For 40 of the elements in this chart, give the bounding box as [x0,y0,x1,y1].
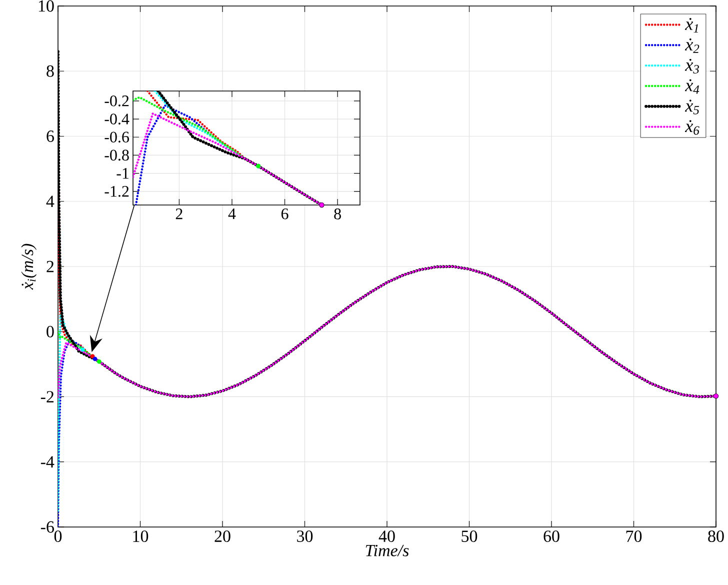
y-axis-title: ẋ$_{i}$(m/s) [21,244,37,290]
x-tick-label: 10 [133,530,148,542]
point [90,354,95,359]
y-tick-label: 2 [46,260,54,272]
legend-label: ẋ$_{3}$ [684,58,699,74]
y-tick-label: -1.2 [104,186,129,197]
x-tick-label: 50 [462,530,478,542]
y-tick-label: 8 [46,65,54,77]
legend-label: ẋ$_{2}$ [684,38,700,53]
y-tick-label: -0.4 [104,114,130,124]
y-tick-label: 6 [46,130,54,142]
x-tick-label: 70 [626,530,642,542]
x-tick-label: 2 [176,208,182,220]
x-tick-label: 40 [378,530,395,542]
y-tick-label: -0.2 [104,96,129,106]
x-tick-label: 8 [334,208,341,220]
y-tick-label: -0.8 [104,150,129,161]
y-tick-label: -1 [116,168,129,179]
x-tick-label: 4 [228,208,236,220]
x-tick-label: 20 [214,530,230,542]
y-tick-label: -4 [40,456,54,468]
y-tick-label: 10 [38,0,54,12]
legend-label: ẋ$_{1}$ [684,18,698,33]
x-tick-label: 60 [544,530,560,542]
y-tick-label: 4 [46,196,54,207]
y-tick-label: -2 [40,391,54,402]
x-tick-label: 30 [297,530,313,542]
point [96,359,102,364]
point [92,356,98,362]
x-axis-title: Time/s [366,544,409,556]
legend-label: ẋ$_{6}$ [684,120,700,135]
y-tick-label: 0 [46,326,54,338]
x-tick-label: 80 [708,530,724,542]
point [80,347,85,352]
y-tick-label: -6 [40,521,54,533]
x-tick-label: 6 [281,208,288,220]
x-tick-label: 0 [54,530,62,542]
legend-label: ẋ$_{5}$ [684,100,700,114]
legend-label: ẋ$_{4}$ [684,79,700,94]
y-tick-label: -0.6 [104,132,129,143]
